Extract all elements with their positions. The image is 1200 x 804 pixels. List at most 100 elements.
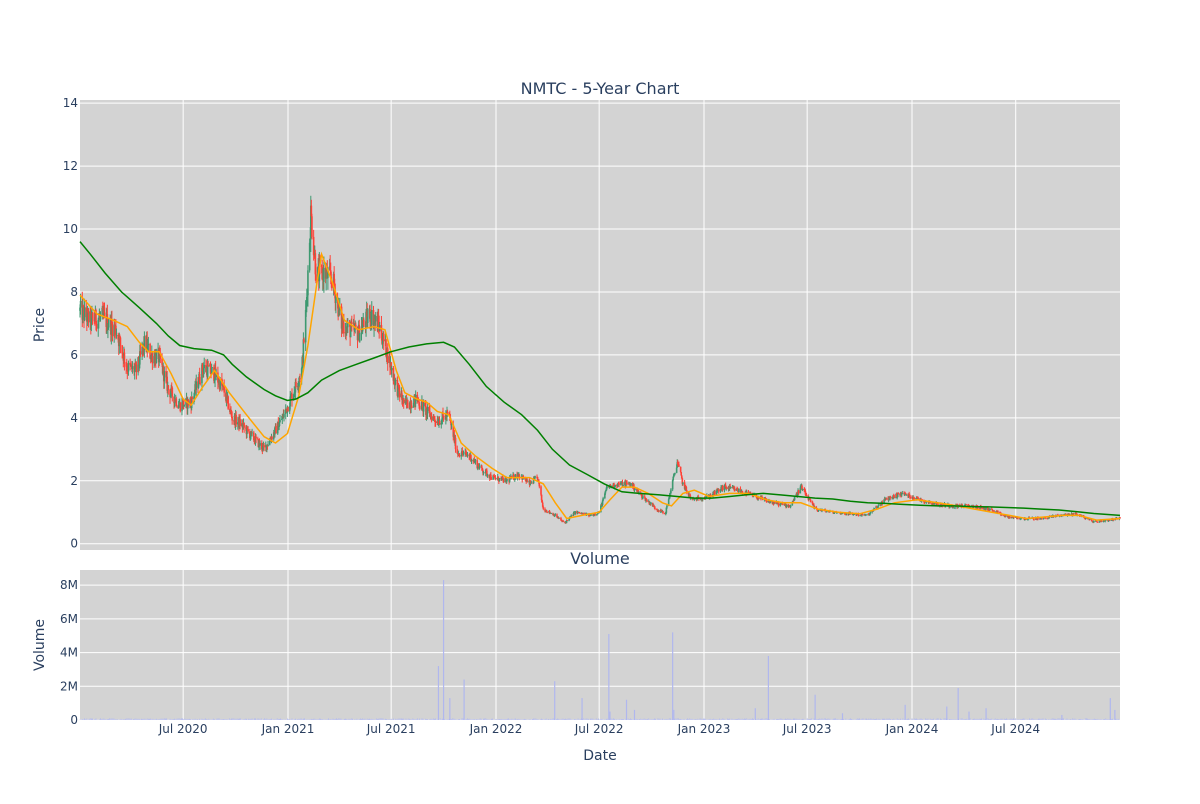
volume-bar xyxy=(138,719,139,720)
candle-body xyxy=(989,509,991,511)
volume-bar xyxy=(344,719,345,720)
volume-bar xyxy=(1054,719,1055,720)
volume-bar xyxy=(387,719,388,720)
volume-bar xyxy=(306,719,307,720)
volume-bar xyxy=(767,719,768,720)
volume-bar xyxy=(126,719,127,720)
candle-body xyxy=(120,338,122,346)
volume-bar xyxy=(926,719,927,720)
x-tick-label: Jan 2023 xyxy=(677,722,731,736)
volume-bar xyxy=(1006,718,1007,720)
volume-bar xyxy=(115,719,116,720)
volume-bar xyxy=(791,719,792,720)
volume-bar xyxy=(1045,719,1046,720)
volume-bar xyxy=(365,719,366,720)
candle-body xyxy=(846,514,848,515)
volume-bar xyxy=(902,718,903,720)
volume-bar xyxy=(116,719,117,720)
candle-body xyxy=(207,365,209,366)
volume-bar xyxy=(1111,719,1112,720)
volume-bar xyxy=(728,719,729,720)
candle-body xyxy=(387,348,389,363)
volume-bar xyxy=(889,718,890,720)
volume-bar xyxy=(179,718,180,720)
volume-bar xyxy=(713,719,714,720)
volume-bar xyxy=(678,718,679,720)
volume-bar xyxy=(143,719,144,720)
candle-body xyxy=(443,416,445,418)
volume-bar xyxy=(1095,719,1096,720)
volume-bar xyxy=(975,719,976,720)
volume-bar xyxy=(787,719,788,720)
candle-body xyxy=(870,512,872,513)
volume-bar xyxy=(463,718,464,720)
volume-spike-bar xyxy=(673,710,674,720)
candle-body xyxy=(411,406,413,408)
candle-body xyxy=(546,512,548,513)
volume-bar xyxy=(506,719,507,720)
volume-bar xyxy=(548,719,549,720)
volume-bar xyxy=(104,719,105,720)
volume-spike-bar xyxy=(608,634,609,720)
volume-bar xyxy=(379,718,380,720)
candle-body xyxy=(626,483,628,484)
volume-bar xyxy=(783,719,784,720)
volume-bar xyxy=(150,719,151,720)
volume-bar xyxy=(182,718,183,720)
candle-body xyxy=(311,216,313,237)
candle-body xyxy=(419,406,421,407)
volume-bar xyxy=(1096,719,1097,720)
volume-bar xyxy=(759,719,760,720)
volume-bar xyxy=(137,719,138,720)
volume-bar xyxy=(259,719,260,720)
volume-bar xyxy=(313,719,314,720)
volume-bar xyxy=(717,719,718,720)
candle-body xyxy=(726,487,728,489)
volume-spike-bar xyxy=(581,698,582,720)
volume-bar xyxy=(318,719,319,720)
candle-body xyxy=(315,274,317,280)
volume-bar xyxy=(640,719,641,720)
volume-bar xyxy=(248,719,249,720)
volume-bar xyxy=(964,719,965,720)
volume-bar xyxy=(141,719,142,720)
volume-bar xyxy=(156,719,157,720)
volume-bar xyxy=(303,719,304,720)
volume-bar xyxy=(977,719,978,720)
candle-body xyxy=(116,335,118,336)
candle-body xyxy=(774,502,776,503)
volume-bar xyxy=(310,719,311,720)
volume-bar xyxy=(385,719,386,720)
candle-body xyxy=(503,479,505,483)
volume-bar xyxy=(892,719,893,720)
candle-body xyxy=(483,472,485,473)
x-tick-label: Jan 2021 xyxy=(261,722,315,736)
candle-body xyxy=(878,505,880,506)
volume-bar xyxy=(350,719,351,720)
volume-bar xyxy=(932,719,933,720)
volume-bar xyxy=(737,719,738,720)
candle-body xyxy=(283,414,285,418)
volume-bar xyxy=(342,719,343,720)
volume-bar xyxy=(838,719,839,720)
volume-bar xyxy=(352,719,353,720)
volume-bar xyxy=(479,719,480,720)
volume-bar xyxy=(480,718,481,720)
volume-bar xyxy=(336,718,337,720)
volume-bar xyxy=(877,719,878,720)
volume-bar xyxy=(702,719,703,720)
volume-bar xyxy=(249,719,250,720)
candle-body xyxy=(479,466,481,468)
candle-body xyxy=(997,512,999,513)
candle-body xyxy=(363,320,365,325)
volume-bar xyxy=(833,719,834,720)
volume-bar xyxy=(484,719,485,720)
candle-body xyxy=(289,396,291,406)
volume-bar xyxy=(849,719,850,720)
candle-body xyxy=(403,398,405,403)
volume-bar xyxy=(327,719,328,720)
volume-bar xyxy=(508,718,509,720)
volume-bar xyxy=(414,719,415,720)
volume-bar xyxy=(592,719,593,720)
volume-bar xyxy=(522,719,523,720)
